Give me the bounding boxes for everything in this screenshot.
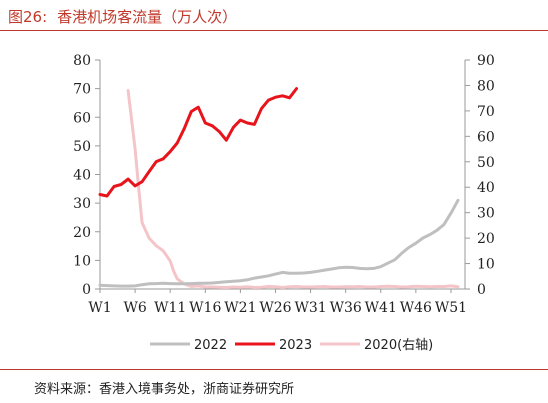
y-left-tick-label: 80 xyxy=(73,53,91,69)
series-line-2023 xyxy=(98,87,298,198)
y-right-tick-label: 30 xyxy=(477,206,495,222)
legend-label: 2023 xyxy=(279,338,312,353)
y-left-tick-label: 50 xyxy=(73,139,91,155)
x-tick-label: W6 xyxy=(123,300,146,316)
y-right-tick-label: 0 xyxy=(477,282,486,298)
chart-legend: 2022 2023 2020(右轴) xyxy=(150,338,433,353)
figure-number: 图26: xyxy=(8,8,48,26)
y-left-tick-label: 60 xyxy=(73,110,91,126)
y-right-tick-label: 70 xyxy=(477,104,495,120)
x-tick-label: W21 xyxy=(224,300,256,316)
y-right-tick-label: 40 xyxy=(477,180,495,196)
x-tick-label: W41 xyxy=(365,300,397,316)
x-tick-label: W36 xyxy=(330,300,362,316)
y-right-tick-label: 20 xyxy=(477,231,495,247)
y-right-tick-label: 50 xyxy=(477,155,495,171)
x-tick-label: W16 xyxy=(189,300,221,316)
y-right-tick-label: 90 xyxy=(477,53,495,69)
y-left-tick-label: 70 xyxy=(73,82,91,98)
source-rule xyxy=(0,369,548,370)
x-tick-label: W46 xyxy=(400,300,432,316)
chart-ticks: 0 10 20 30 40 50 60 70 80 0 10 20 30 40 50 60 70 80 90 W1 W6… xyxy=(73,53,495,316)
y-right-tick-label: 10 xyxy=(477,257,495,273)
source-note: 资料来源：香港入境事务处，浙商证券研究所 xyxy=(34,382,295,397)
chart-series xyxy=(98,87,460,289)
figure-title: 图26: 香港机场客流量（万人次） xyxy=(8,6,237,27)
x-tick-label: W31 xyxy=(294,300,326,316)
x-tick-label: W11 xyxy=(154,300,186,316)
y-right-tick-label: 80 xyxy=(477,78,495,94)
series-line-2020 xyxy=(126,89,460,289)
figure-title-text: 香港机场客流量（万人次） xyxy=(57,8,238,26)
y-left-tick-label: 0 xyxy=(82,282,91,298)
legend-label: 2020(右轴) xyxy=(364,338,433,353)
y-left-tick-label: 10 xyxy=(73,253,91,269)
x-tick-label: W1 xyxy=(88,300,111,316)
y-left-tick-label: 40 xyxy=(73,168,91,184)
x-tick-label: W51 xyxy=(435,300,467,316)
y-left-tick-label: 30 xyxy=(73,196,91,212)
y-left-tick-label: 20 xyxy=(73,225,91,241)
legend-label: 2022 xyxy=(194,338,227,353)
title-rule xyxy=(0,30,548,31)
y-right-tick-label: 60 xyxy=(477,129,495,145)
x-tick-label: W26 xyxy=(259,300,291,316)
series-line-2022 xyxy=(98,198,460,288)
